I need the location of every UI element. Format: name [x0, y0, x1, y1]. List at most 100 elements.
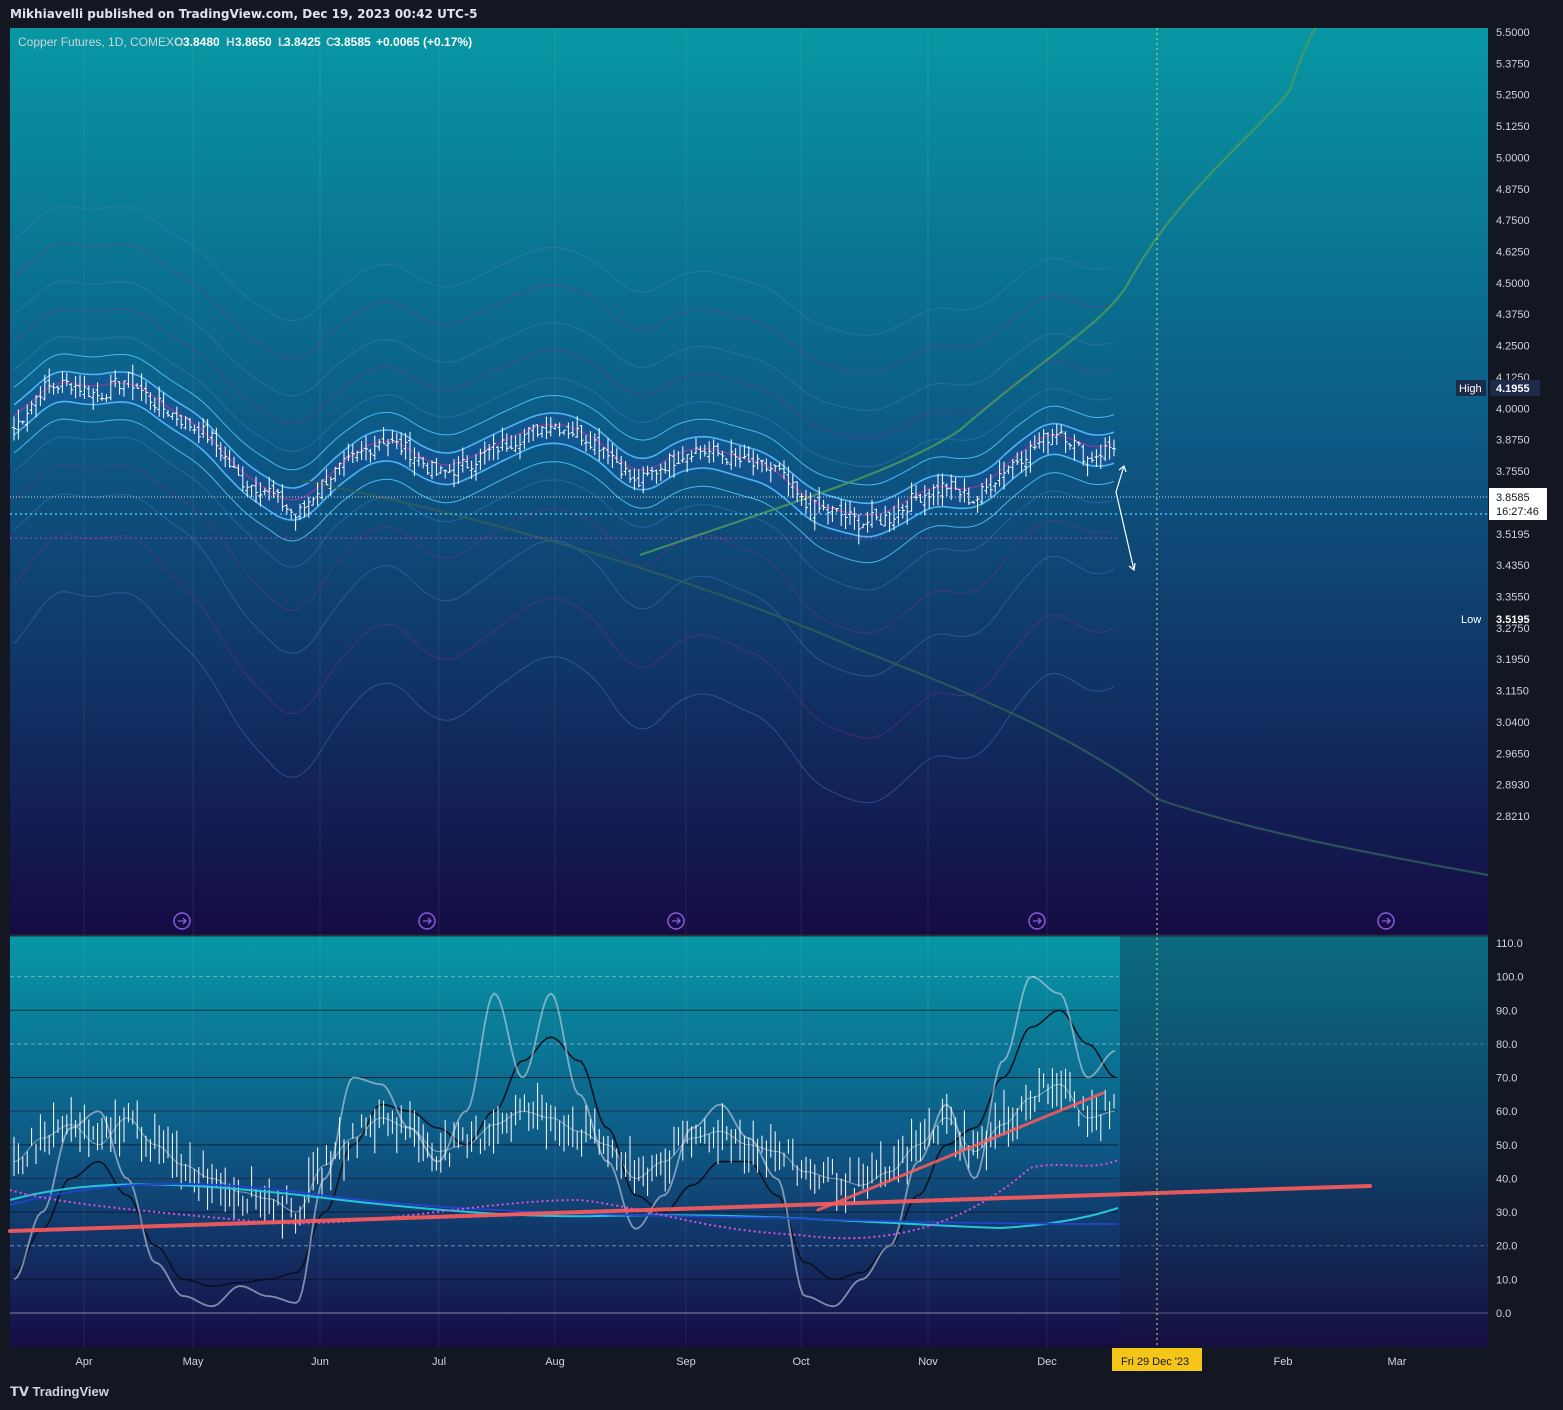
ohlc-bar	[245, 480, 250, 497]
ohlc-bar	[509, 435, 514, 450]
time-tick-label: Apr	[75, 1356, 92, 1368]
ohlc-bar	[355, 450, 360, 462]
ohlc-bar	[1046, 432, 1050, 455]
ohlc-bar	[790, 474, 795, 498]
event-marker-icon[interactable]	[667, 912, 685, 930]
price-tick-label: 3.2750	[1496, 623, 1530, 635]
envelope-band-line	[13, 280, 1115, 411]
price-tick-label: 4.8750	[1496, 184, 1530, 196]
event-marker-icon[interactable]	[1377, 912, 1395, 930]
footer	[0, 1376, 1563, 1410]
ohlc-bar	[113, 370, 118, 388]
high-badge: High 4.1955	[1456, 380, 1540, 396]
price-tick-label: 3.1950	[1496, 654, 1530, 666]
chart-svg[interactable]: Copper Futures, 1D, COMEX O 3.8480 H 3.8…	[0, 0, 1563, 1376]
legend-ohlc: O 3.8480 H 3.8650 L 3.8425 C 3.8585 +0.0…	[174, 35, 472, 49]
event-marker-icon[interactable]	[1028, 912, 1046, 930]
ohlc-bar	[139, 373, 144, 401]
osc-tick-label: 110.0	[1496, 938, 1523, 950]
magenta-signal-line	[9, 1159, 1119, 1240]
price-tick-label: 2.8210	[1496, 811, 1530, 823]
ohlc-bar	[443, 469, 448, 479]
ohlc-bar	[658, 463, 663, 482]
ohlc-bar	[328, 476, 333, 496]
legend-l-label: L	[278, 35, 285, 49]
price-tick-label: 5.3750	[1496, 58, 1530, 70]
ohlc-bar	[544, 416, 549, 440]
ohlc-bar	[694, 438, 698, 455]
osc-tick-label: 60.0	[1496, 1106, 1517, 1118]
ohlc-bar	[742, 444, 747, 460]
ohlc-bar	[887, 511, 892, 532]
price-tick-label: 3.8750	[1496, 435, 1530, 447]
ohlc-bar	[1085, 456, 1090, 477]
long-trendline[interactable]	[8, 1184, 1372, 1233]
last-price-badge: 3.8585 16:27:46	[1489, 488, 1547, 520]
ohlc-bar	[284, 504, 289, 515]
ohlc-bar	[1024, 449, 1028, 477]
tradingview-logo[interactable]: 𝗧𝗩 TradingView	[10, 1384, 109, 1400]
ohlc-bar	[522, 428, 527, 450]
envelope-band-line	[13, 418, 1115, 564]
price-tick-label: 5.5000	[1496, 27, 1530, 39]
ohlc-bar	[980, 483, 984, 505]
ohlc-bar	[108, 374, 113, 401]
ohlc-bar	[452, 459, 456, 488]
event-markers[interactable]	[173, 912, 1395, 930]
ohlc-bar	[826, 504, 830, 525]
ohlc-bar	[997, 460, 1002, 487]
ohlc-bar	[927, 489, 932, 509]
time-tick-label: Sep	[676, 1356, 696, 1368]
projection-arrows	[1115, 464, 1136, 572]
ohlc-bar	[91, 388, 96, 410]
envelope-band-line	[13, 370, 1115, 505]
ohlc-bar	[623, 461, 628, 476]
legend-open: 3.8480	[183, 35, 220, 49]
ohlc-bar	[909, 482, 914, 512]
ohlc-bar	[931, 484, 936, 506]
envelope-band-line	[13, 436, 1115, 591]
ohlc-bar	[122, 380, 126, 397]
short-trendline[interactable]	[816, 1091, 1105, 1212]
inner-band-fill	[14, 369, 1114, 541]
ohlc-bar	[1076, 441, 1081, 446]
ohlc-bar	[447, 464, 452, 474]
ohlc-bar	[223, 446, 228, 468]
ohlc-bar	[469, 460, 474, 480]
time-axis[interactable]: Apr May Jun Jul Aug Sep Oct Nov Dec Feb Mar	[75, 1356, 1406, 1368]
envelope-band-line	[13, 242, 1115, 374]
ohlc-bar	[425, 462, 430, 475]
ohlc-bar	[188, 417, 192, 432]
time-tick-label: Aug	[545, 1356, 565, 1368]
ohlc-bar	[298, 503, 302, 520]
event-marker-icon[interactable]	[418, 912, 436, 930]
price-tick-label: 3.0400	[1496, 717, 1530, 729]
event-marker-icon[interactable]	[173, 912, 191, 930]
osc-tick-label: 30.0	[1496, 1207, 1517, 1219]
ohlc-bar	[1002, 461, 1006, 490]
ohlc-bar	[403, 432, 408, 460]
time-tick-label: Jun	[311, 1356, 329, 1368]
legend-h-label: H	[226, 35, 235, 49]
ohlc-bar	[548, 417, 553, 437]
oscillator-axis[interactable]: 110.0 100.0 90.0 80.0 70.0 60.0 50.0 40.0 30.0 20…	[1496, 938, 1524, 1320]
ohlc-bar	[588, 431, 593, 450]
ohlc-bar	[672, 449, 676, 478]
ohlc-bar	[20, 420, 25, 425]
ohlc-bar	[491, 434, 496, 461]
ohlc-bar	[210, 429, 214, 446]
oscillator-series-line	[13, 1009, 1116, 1287]
ohlc-bar	[711, 439, 716, 463]
ohlc-bar	[856, 514, 861, 545]
ohlc-bar	[685, 454, 690, 473]
ohlc-bar	[592, 433, 597, 456]
time-tick-label: Jul	[432, 1356, 446, 1368]
ohlc-bar	[214, 427, 219, 457]
ohlc-bar	[337, 462, 342, 475]
bar-countdown: 16:27:46	[1496, 506, 1539, 518]
ohlc-bar	[496, 446, 500, 460]
ohlc-bar	[755, 454, 760, 470]
ohlc-bar	[614, 448, 619, 463]
ohlc-bar	[166, 409, 170, 417]
ohlc-bar	[1015, 452, 1020, 465]
